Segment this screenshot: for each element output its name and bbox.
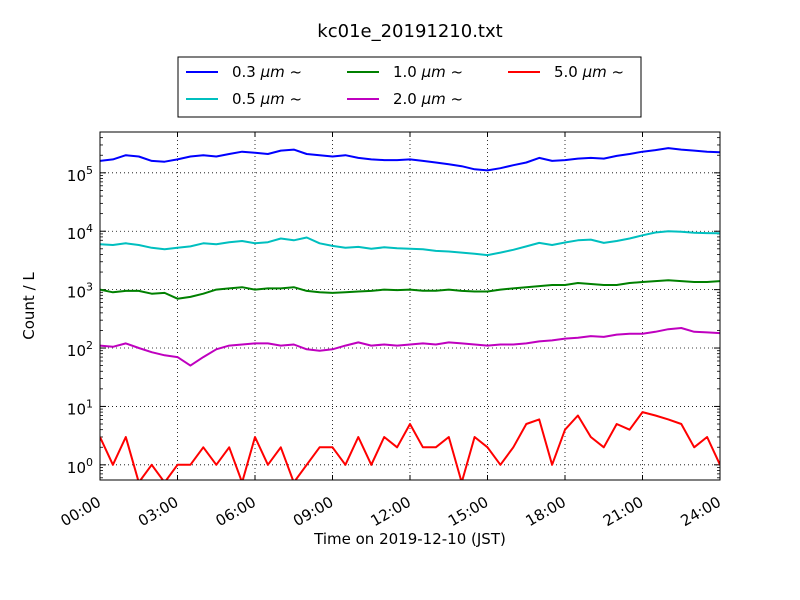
legend-label-2-0-m: 2.0 μm ~ (393, 90, 463, 108)
y-tick-label: 105 (67, 164, 93, 185)
y-tick-label: 100 (67, 456, 93, 477)
plot-area (99, 131, 721, 481)
series-line-5-0-m (100, 411, 720, 480)
y-tick-label: 101 (67, 397, 93, 418)
x-axis-label: Time on 2019-12-10 (JST) (313, 530, 506, 548)
y-axis-tick-labels: 100 101 102 103 104 105 (67, 164, 93, 477)
legend-label-1-0-m: 1.0 μm ~ (393, 63, 463, 81)
legend-box (177, 56, 642, 118)
y-tick-label: 104 (67, 222, 93, 243)
legend-label-0-5-m: 0.5 μm ~ (232, 90, 302, 108)
chart-title: kc01e_20191210.txt (317, 21, 502, 42)
legend: 0.3 μm ~ 0.5 μm ~ 1.0 μm ~ 2.0 μm ~ 5.0 μm ~ (177, 56, 642, 118)
legend-label-0-3-m: 0.3 μm ~ (232, 63, 302, 81)
y-tick-label: 103 (67, 281, 93, 302)
series-line-0-3-m (100, 147, 720, 172)
plot-frame (99, 131, 721, 481)
y-tick-label: 102 (67, 339, 93, 360)
series-line-2-0-m (100, 327, 720, 367)
series-line-0-5-m (100, 230, 720, 257)
series-lines (100, 147, 720, 480)
plot-background (100, 132, 720, 480)
legend-items: 0.3 μm ~ 0.5 μm ~ 1.0 μm ~ 2.0 μm ~ 5.0 μm ~ (186, 63, 624, 108)
y-axis-label: Count / L (20, 272, 38, 340)
series-line-1-0-m (100, 279, 720, 300)
legend-label-5-0-m: 5.0 μm ~ (554, 63, 624, 81)
